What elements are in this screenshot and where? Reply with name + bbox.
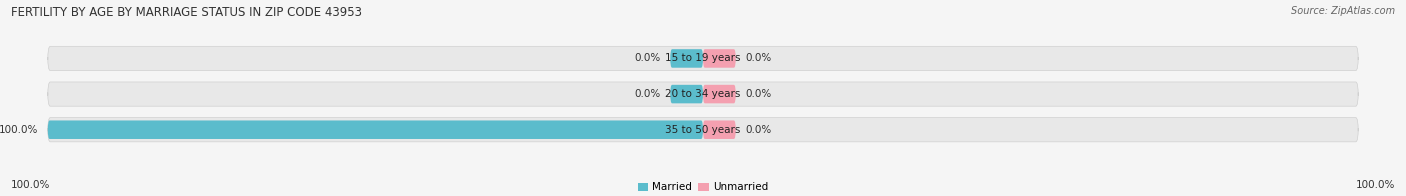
Text: 100.0%: 100.0% xyxy=(11,180,51,190)
Text: 100.0%: 100.0% xyxy=(1355,180,1395,190)
Text: 15 to 19 years: 15 to 19 years xyxy=(665,54,741,64)
Text: 0.0%: 0.0% xyxy=(634,89,661,99)
Text: FERTILITY BY AGE BY MARRIAGE STATUS IN ZIP CODE 43953: FERTILITY BY AGE BY MARRIAGE STATUS IN Z… xyxy=(11,6,363,19)
Legend: Married, Unmarried: Married, Unmarried xyxy=(638,182,768,192)
FancyBboxPatch shape xyxy=(671,85,703,103)
FancyBboxPatch shape xyxy=(48,121,703,139)
FancyBboxPatch shape xyxy=(48,118,1358,142)
FancyBboxPatch shape xyxy=(703,49,735,68)
FancyBboxPatch shape xyxy=(703,85,735,103)
Text: 0.0%: 0.0% xyxy=(745,54,772,64)
FancyBboxPatch shape xyxy=(703,121,735,139)
FancyBboxPatch shape xyxy=(48,46,1358,71)
Text: Source: ZipAtlas.com: Source: ZipAtlas.com xyxy=(1291,6,1395,16)
FancyBboxPatch shape xyxy=(671,49,703,68)
Text: 35 to 50 years: 35 to 50 years xyxy=(665,125,741,135)
Text: 20 to 34 years: 20 to 34 years xyxy=(665,89,741,99)
Text: 100.0%: 100.0% xyxy=(0,125,38,135)
Text: 0.0%: 0.0% xyxy=(634,54,661,64)
Text: 0.0%: 0.0% xyxy=(745,89,772,99)
Text: 0.0%: 0.0% xyxy=(745,125,772,135)
FancyBboxPatch shape xyxy=(48,82,1358,106)
